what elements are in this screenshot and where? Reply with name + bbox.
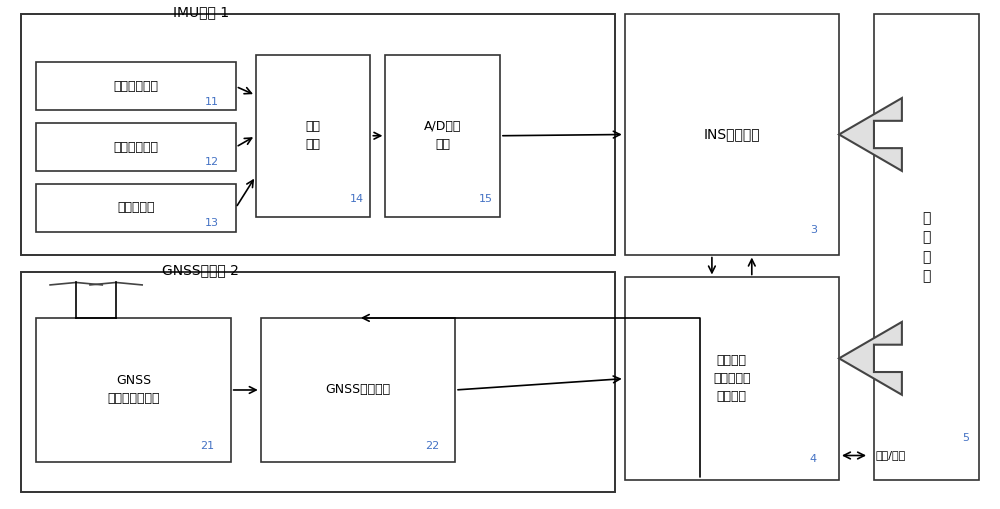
Bar: [36, 63, 236, 110]
Bar: [36, 318, 231, 462]
Text: IMU模块 1: IMU模块 1: [173, 6, 229, 19]
Text: 22: 22: [425, 441, 439, 450]
Text: GNSS接收机 2: GNSS接收机 2: [162, 264, 239, 277]
Text: 驱动
电路: 驱动 电路: [306, 120, 321, 151]
Text: 输出/控制: 输出/控制: [876, 450, 906, 461]
Text: 3: 3: [810, 225, 817, 236]
Bar: [21, 14, 615, 254]
Text: 温度传感器: 温度传感器: [117, 202, 155, 214]
Bar: [625, 14, 839, 254]
Text: 三轴光纤陀螺: 三轴光纤陀螺: [114, 80, 159, 93]
Bar: [256, 55, 370, 217]
Text: 5: 5: [963, 433, 970, 442]
Polygon shape: [839, 98, 902, 171]
Bar: [874, 14, 979, 480]
Bar: [625, 277, 839, 480]
Text: 组合惯导
卡尔曼滤波
计算模块: 组合惯导 卡尔曼滤波 计算模块: [713, 354, 751, 403]
Text: 4: 4: [810, 454, 817, 464]
Text: 15: 15: [479, 194, 493, 204]
Text: 三轴加速度计: 三轴加速度计: [114, 140, 159, 154]
Bar: [36, 184, 236, 232]
Bar: [261, 318, 455, 462]
Text: 13: 13: [205, 218, 219, 228]
Text: GNSS
双天线测向模块: GNSS 双天线测向模块: [107, 375, 160, 406]
Bar: [385, 55, 500, 217]
Bar: [36, 123, 236, 171]
Text: 21: 21: [200, 441, 214, 450]
Text: A/D转换
模块: A/D转换 模块: [424, 120, 461, 151]
Bar: [21, 272, 615, 492]
Text: 电
源
模
块: 电 源 模 块: [922, 211, 930, 284]
Text: 12: 12: [205, 157, 219, 167]
Text: 14: 14: [350, 194, 364, 204]
Text: GNSS接收模块: GNSS接收模块: [325, 383, 390, 397]
Text: INS处理模块: INS处理模块: [704, 127, 760, 142]
Polygon shape: [839, 322, 902, 395]
Text: 11: 11: [205, 97, 219, 106]
